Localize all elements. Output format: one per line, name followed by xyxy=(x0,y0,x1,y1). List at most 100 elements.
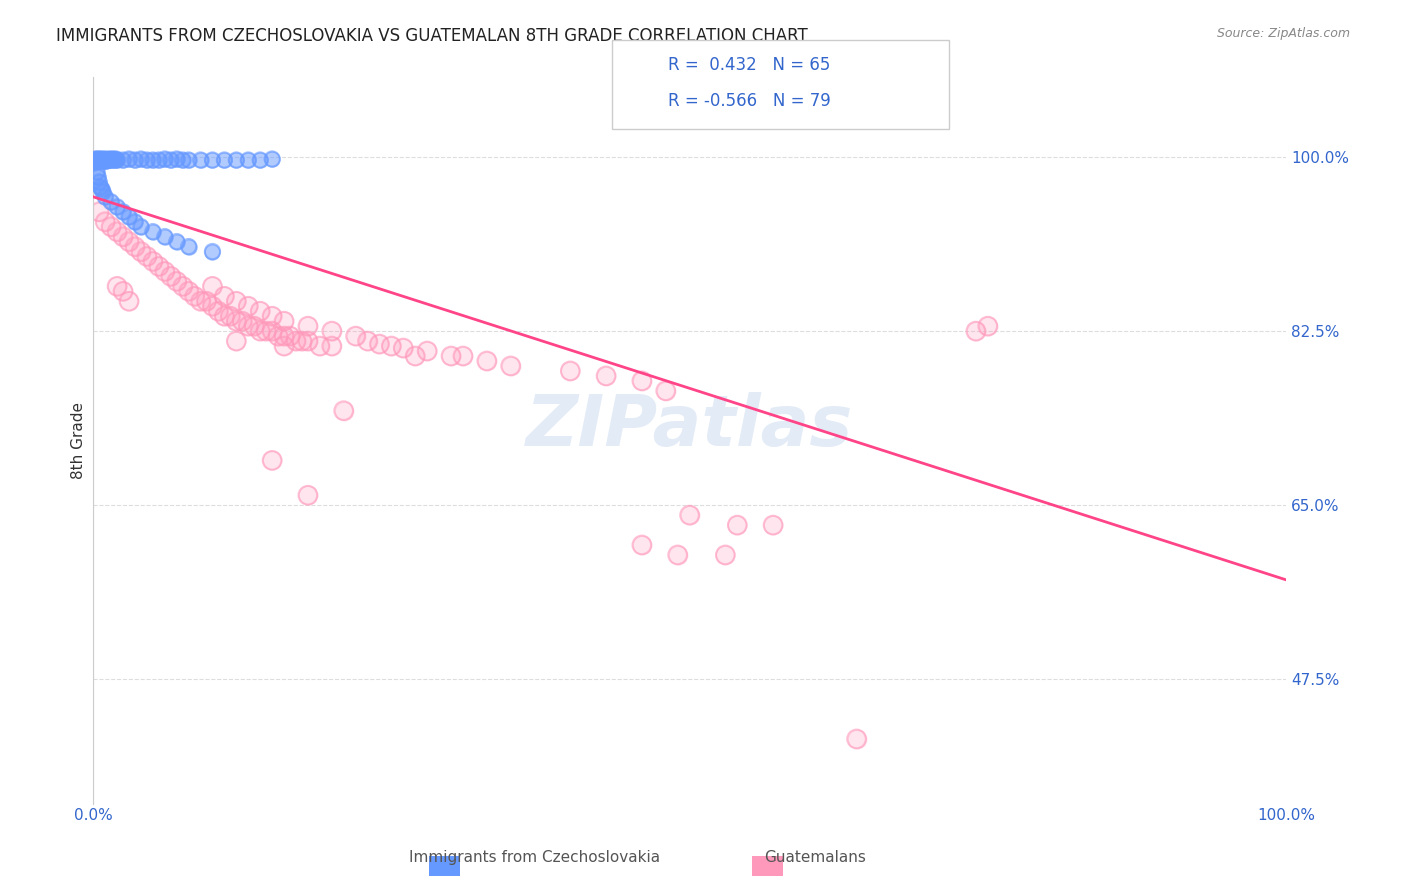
Point xyxy=(86,153,108,168)
Point xyxy=(90,153,112,168)
Point xyxy=(97,152,120,166)
Point xyxy=(90,153,112,168)
Point xyxy=(89,179,111,194)
Point xyxy=(87,169,110,184)
Point xyxy=(714,548,737,562)
Point xyxy=(91,153,114,167)
Point xyxy=(105,225,128,239)
Point xyxy=(195,294,218,309)
Point xyxy=(111,229,134,244)
Point xyxy=(254,324,277,338)
Point xyxy=(666,548,689,562)
Point xyxy=(91,153,114,167)
Point xyxy=(238,319,260,334)
Point xyxy=(177,285,200,299)
Point xyxy=(678,508,700,523)
Point xyxy=(177,153,200,167)
Point xyxy=(89,204,111,219)
Point xyxy=(96,153,118,167)
Point xyxy=(100,219,122,234)
Point xyxy=(84,153,107,167)
Point xyxy=(225,334,247,348)
Point xyxy=(159,153,181,167)
Point xyxy=(87,153,110,167)
Point xyxy=(499,359,522,373)
Point xyxy=(404,349,426,363)
Point xyxy=(153,152,176,166)
Point xyxy=(111,285,134,299)
Point xyxy=(262,309,284,323)
Point xyxy=(308,339,330,353)
Point xyxy=(297,488,319,502)
Point xyxy=(225,334,247,348)
Point xyxy=(560,364,582,378)
Point xyxy=(214,309,236,323)
Point xyxy=(129,244,152,259)
Point xyxy=(201,299,224,313)
Point xyxy=(231,314,253,328)
Point xyxy=(83,155,105,169)
Point xyxy=(159,269,181,284)
Text: Immigrants from Czechoslovakia: Immigrants from Czechoslovakia xyxy=(409,850,659,865)
Point xyxy=(111,285,134,299)
Point xyxy=(238,299,260,313)
Point xyxy=(90,182,112,196)
Point xyxy=(111,204,134,219)
Point xyxy=(440,349,463,363)
Point xyxy=(416,343,439,358)
Point xyxy=(129,152,152,166)
Point xyxy=(89,152,111,166)
Point xyxy=(308,339,330,353)
Point xyxy=(654,384,676,398)
Point xyxy=(177,153,200,167)
Point xyxy=(273,339,295,353)
Point xyxy=(124,215,146,229)
Point xyxy=(845,731,868,746)
Point xyxy=(214,289,236,303)
Point xyxy=(166,152,188,166)
Point xyxy=(291,334,314,348)
Point xyxy=(148,260,170,274)
Point xyxy=(90,153,112,167)
Point xyxy=(87,169,110,184)
Text: Source: ZipAtlas.com: Source: ZipAtlas.com xyxy=(1216,27,1350,40)
Point xyxy=(297,319,319,334)
Text: R =  0.432   N = 65: R = 0.432 N = 65 xyxy=(668,56,830,74)
Point xyxy=(368,337,391,351)
Point xyxy=(284,334,307,348)
Point xyxy=(89,152,111,166)
Point xyxy=(83,155,105,169)
Text: IMMIGRANTS FROM CZECHOSLOVAKIA VS GUATEMALAN 8TH GRADE CORRELATION CHART: IMMIGRANTS FROM CZECHOSLOVAKIA VS GUATEM… xyxy=(56,27,808,45)
Point xyxy=(207,304,229,318)
Point xyxy=(148,153,170,167)
Point xyxy=(105,153,128,167)
Point xyxy=(475,354,498,368)
Point xyxy=(89,175,111,189)
Point xyxy=(631,374,654,388)
Point xyxy=(321,324,343,338)
Point xyxy=(172,279,194,293)
Text: R = -0.566   N = 79: R = -0.566 N = 79 xyxy=(668,92,831,110)
Point xyxy=(254,324,277,338)
Point xyxy=(111,204,134,219)
Point xyxy=(965,324,987,338)
Point xyxy=(166,274,188,288)
Point xyxy=(321,339,343,353)
Point xyxy=(273,339,295,353)
Point xyxy=(297,319,319,334)
Point xyxy=(201,153,224,167)
Point xyxy=(845,731,868,746)
Point xyxy=(201,153,224,167)
Point xyxy=(159,153,181,167)
Point xyxy=(86,153,108,168)
Point xyxy=(94,215,117,229)
Point xyxy=(93,153,115,167)
Point xyxy=(392,341,415,355)
Point xyxy=(190,294,212,309)
Point xyxy=(451,349,474,363)
Point xyxy=(201,244,224,259)
Point xyxy=(86,152,108,166)
Point xyxy=(89,153,111,168)
Point xyxy=(93,153,115,168)
Point xyxy=(273,329,295,343)
